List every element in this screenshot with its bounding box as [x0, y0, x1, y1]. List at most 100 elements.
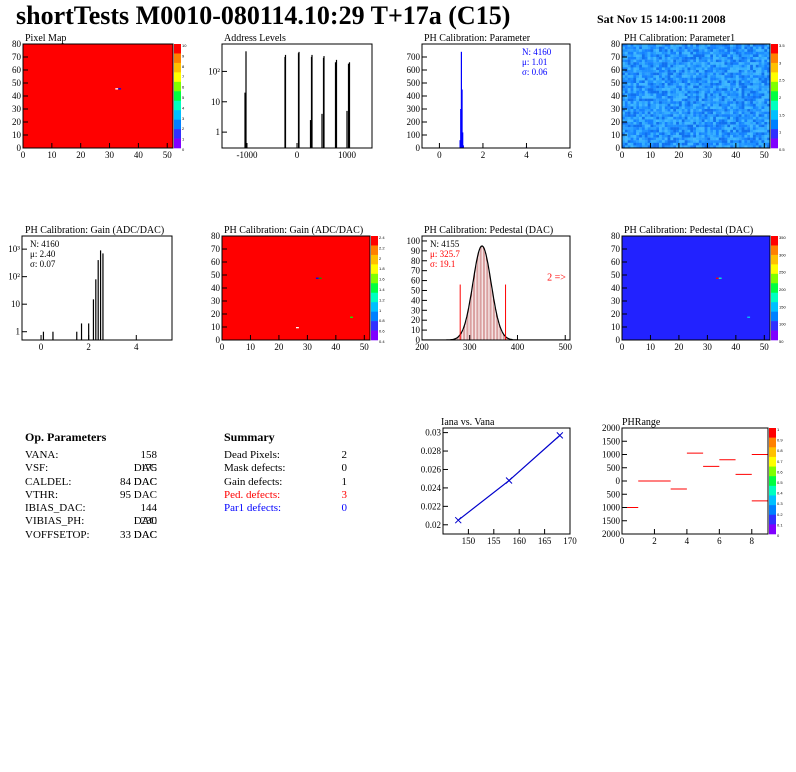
heatmap-cell: [715, 101, 719, 104]
heatmap-cell: [636, 83, 640, 86]
heatmap-cell: [661, 135, 665, 138]
heatmap-cell: [667, 109, 671, 112]
heatmap-cell: [761, 101, 765, 104]
heatmap-cell: [622, 85, 626, 89]
heatmap-cell: [664, 77, 668, 81]
heatmap-cell: [653, 132, 657, 136]
heatmap-cell: [752, 106, 756, 110]
heatmap-cell: [653, 46, 657, 50]
heatmap-cell: [667, 77, 671, 81]
heatmap-cell: [758, 64, 762, 68]
heatmap-cell: [664, 132, 668, 136]
heatmap-cell: [738, 137, 742, 141]
heatmap-cell: [673, 51, 677, 55]
heatmap-cell: [715, 140, 719, 143]
heatmap-cell: [659, 90, 663, 94]
heatmap-cell: [761, 96, 765, 99]
heatmap-cell: [690, 122, 694, 125]
heatmap-cell: [622, 90, 626, 94]
heatmap-cell: [656, 106, 660, 110]
heatmap-cell: [730, 98, 734, 102]
heatmap-cell: [707, 57, 711, 60]
heatmap-cell: [670, 122, 674, 125]
heatmap-cell: [681, 135, 685, 138]
y-tick-label: 20: [211, 309, 221, 319]
heatmap-cell: [767, 103, 770, 107]
heatmap-cell: [710, 88, 714, 91]
heatmap-cell: [627, 145, 631, 148]
y-tick-label: 30: [12, 104, 22, 114]
heatmap-cell: [747, 98, 751, 102]
heatmap-cell: [633, 77, 637, 81]
heatmap-cell: [667, 72, 671, 76]
heatmap-cell: [636, 111, 640, 115]
heatmap-cell: [710, 70, 714, 73]
heatmap-cell: [735, 145, 739, 148]
colorbar-label: 5: [182, 95, 185, 100]
heatmap-cell: [693, 145, 697, 148]
heatmap-cell: [673, 49, 677, 52]
colorbar-label: 2.5: [779, 78, 785, 83]
heatmap-cell: [627, 111, 631, 115]
heatmap-cell: [644, 119, 648, 123]
heatmap-cell: [650, 124, 654, 128]
heatmap-cell: [713, 46, 717, 50]
heatmap-cell: [738, 98, 742, 102]
heatmap-cell: [713, 137, 717, 141]
heatmap-cell: [718, 98, 722, 102]
y-tick-label: 1: [16, 327, 21, 337]
heatmap-cell: [747, 96, 751, 99]
heatmap-cell: [747, 93, 751, 97]
heatmap-cell: [704, 111, 708, 115]
heatmap-cell: [701, 49, 705, 52]
heatmap-cell: [724, 88, 728, 91]
heatmap-cell: [733, 124, 737, 128]
heatmap-cell: [767, 132, 770, 136]
x-tick-label: 170: [563, 536, 577, 546]
heatmap-cell: [733, 72, 737, 76]
heatmap-cell: [690, 137, 694, 141]
heatmap-cell: [741, 101, 745, 104]
heatmap-cell: [710, 129, 714, 133]
heatmap-cell: [690, 44, 694, 47]
heatmap-cell: [721, 77, 725, 81]
heatmap-cell: [764, 83, 768, 86]
heatmap-cell: [678, 106, 682, 110]
heatmap-cell: [752, 64, 756, 68]
heatmap-cell: [727, 111, 731, 115]
heatmap-cell: [698, 67, 702, 71]
heatmap-cell: [624, 127, 628, 130]
heatmap-cell: [755, 54, 759, 58]
heatmap-cell: [633, 135, 637, 138]
op-parameters-list: VANA: 158 DAC VSF: 175 DAC CALDEL: 84 DAC VTHR…: [25, 449, 165, 542]
heatmap-cell: [758, 75, 762, 78]
heatmap-cell: [678, 98, 682, 102]
heatmap-cell: [733, 114, 737, 117]
heatmap-cell: [752, 142, 756, 146]
heatmap-cell: [678, 137, 682, 141]
heatmap-cell: [721, 119, 725, 123]
heatmap-cell: [758, 137, 762, 141]
colorbar-segment: [769, 514, 776, 525]
heatmap-cell: [738, 72, 742, 76]
param-name: VSF:: [25, 462, 49, 475]
heatmap-cell: [747, 122, 751, 125]
heatmap-cell: [670, 129, 674, 133]
heatmap-cell: [752, 122, 756, 125]
heatmap-cell: [676, 116, 680, 120]
heatmap-cell: [761, 124, 765, 128]
heatmap-cell: [670, 54, 674, 58]
heatmap-cell: [758, 72, 762, 76]
heatmap-cell: [647, 111, 651, 115]
heatmap-cell: [650, 57, 654, 60]
heatmap-cell: [741, 49, 745, 52]
heatmap-cell: [664, 54, 668, 58]
heatmap-cell: [738, 57, 742, 60]
heatmap-cell: [738, 114, 742, 117]
heatmap-cell: [659, 116, 663, 120]
heatmap-cell: [647, 49, 651, 52]
heatmap-cell: [698, 49, 702, 52]
heatmap-cell: [730, 132, 734, 136]
heatmap-cell: [718, 85, 722, 89]
